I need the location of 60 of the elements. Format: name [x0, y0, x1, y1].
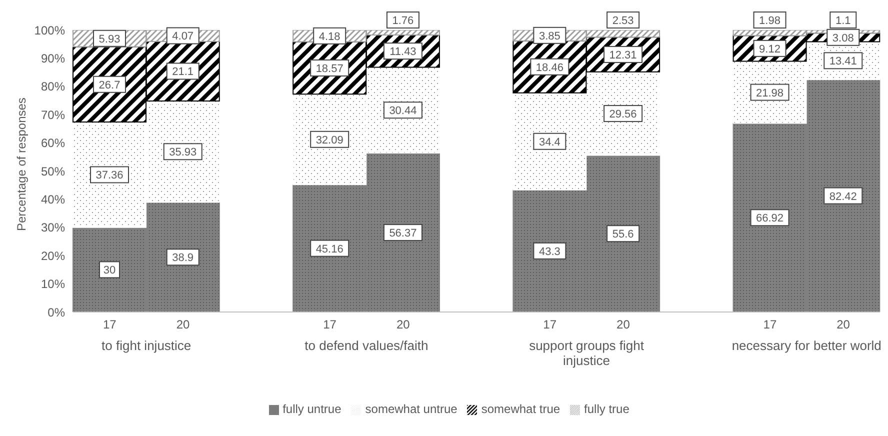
data-label: 3.08 — [832, 32, 854, 44]
data-label: 18.57 — [316, 62, 344, 75]
x-tick-label: 17 — [103, 318, 117, 332]
y-tick-label: 40% — [40, 192, 66, 206]
y-tick-label: 60% — [40, 136, 66, 150]
legend-label: fully untrue — [282, 402, 342, 416]
data-label: 66.92 — [756, 212, 784, 225]
data-label: 4.18 — [318, 30, 340, 43]
y-tick-label: 90% — [40, 51, 66, 66]
data-label: 1.1 — [835, 15, 851, 27]
text: to defend values/faith — [304, 338, 430, 353]
data-label: 21.1 — [172, 66, 194, 78]
data-label: 9.12 — [759, 43, 780, 56]
y-tick-label: 20% — [40, 248, 66, 263]
data-label: 82.42 — [829, 190, 857, 203]
legend-label: fully true — [584, 402, 630, 416]
x-tick-label: 17 — [763, 318, 777, 332]
y-tick-label: 80% — [40, 80, 66, 94]
data-label: 38.9 — [172, 252, 194, 264]
data-label: 35.93 — [169, 146, 197, 159]
data-label: 29.56 — [609, 108, 637, 121]
y-tick-label: 30% — [40, 220, 66, 235]
x-tick-label: 20 — [616, 318, 630, 332]
y-axis-title: Percentage of responses — [14, 98, 28, 231]
x-tick-label: 20 — [836, 318, 850, 332]
x-tick-label: 20 — [176, 318, 190, 332]
text: necessary for better world — [730, 338, 882, 353]
data-label: 30 — [103, 264, 116, 277]
data-label: 34.4 — [538, 136, 560, 148]
x-tick-label: 17 — [543, 318, 557, 332]
data-label: 37.36 — [96, 170, 124, 182]
data-label: 43.3 — [538, 246, 560, 258]
legend-label: somewhat true — [481, 402, 560, 416]
data-label: 30.44 — [389, 105, 417, 118]
y-tick-label: 0% — [48, 305, 66, 320]
data-label: 11.43 — [390, 46, 416, 58]
y-tick-label: 10% — [40, 277, 66, 292]
y-tick-label: 50% — [40, 164, 66, 178]
data-label: 32.09 — [316, 134, 344, 146]
data-label: 3.85 — [538, 30, 560, 42]
data-label: 26.7 — [98, 79, 120, 92]
data-label: 45.16 — [316, 243, 344, 256]
data-label: 18.46 — [536, 62, 564, 74]
y-tick-label: 70% — [40, 108, 66, 122]
data-label: 13.41 — [829, 56, 857, 68]
data-label: 55.6 — [612, 228, 634, 241]
y-tick-label: 100% — [34, 23, 66, 38]
data-label: 56.37 — [389, 228, 417, 240]
text: to fight injustice — [100, 338, 192, 353]
data-label: 2.53 — [612, 15, 634, 27]
data-label: 12.31 — [609, 49, 637, 62]
text: support groups fight injustice — [528, 338, 645, 368]
data-label: 5.93 — [98, 33, 120, 46]
legend-label: somewhat untrue — [365, 402, 458, 416]
data-label: 1.76 — [392, 15, 414, 27]
data-label: 4.07 — [172, 30, 194, 43]
x-tick-label: 17 — [323, 318, 337, 332]
data-label: 1.98 — [759, 15, 780, 27]
x-tick-label: 20 — [396, 318, 410, 332]
data-label: 21.98 — [756, 87, 784, 100]
